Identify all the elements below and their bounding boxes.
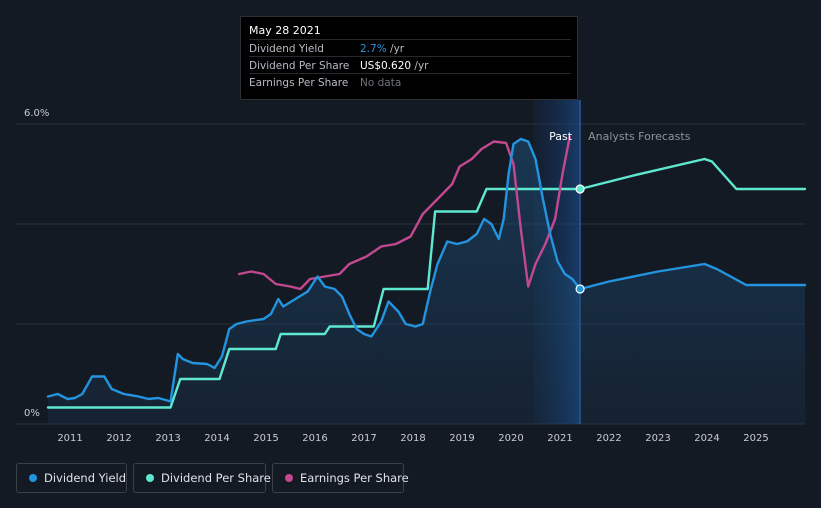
tooltip-label: Earnings Per Share [249, 77, 349, 89]
legend-label: Dividend Per Share [161, 471, 271, 485]
legend-label: Earnings Per Share [300, 471, 409, 485]
tooltip-value-number: 2.7% [360, 43, 387, 55]
tooltip-label: Dividend Yield [249, 43, 324, 55]
forecast-region-label: Analysts Forecasts [588, 130, 691, 143]
x-tick-label: 2014 [204, 433, 229, 444]
legend-dot-icon [146, 474, 154, 482]
x-tick-label: 2012 [106, 433, 131, 444]
tooltip-value-unit: /yr [386, 43, 405, 55]
y-tick-label: 0% [24, 408, 40, 419]
earnings-per-share-line [237, 135, 571, 291]
tooltip-value-number: US$0.620 [360, 60, 412, 72]
x-tick-label: 2013 [155, 433, 180, 444]
x-tick-label: 2016 [302, 433, 327, 444]
dividend-yield-area [48, 139, 805, 424]
tooltip-row-dividend-per-share: Dividend Per Share US$0.620 /yr [249, 56, 571, 74]
x-tick-label: 2024 [694, 433, 719, 444]
y-tick-label: 6.0% [24, 108, 49, 119]
tooltip-date: May 28 2021 [249, 24, 321, 37]
past-region-label: Past [549, 130, 573, 143]
tooltip-value-unit: /yr [411, 60, 429, 72]
tooltip-value-number: No data [360, 77, 402, 89]
legend-label: Dividend Yield [44, 471, 127, 485]
dividend-per-share-marker [575, 184, 585, 194]
tooltip-value: No data [360, 77, 401, 89]
x-tick-label: 2019 [449, 433, 474, 444]
x-tick-label: 2022 [596, 433, 621, 444]
tooltip-row-dividend-yield: Dividend Yield 2.7% /yr [249, 39, 571, 57]
legend-dividend-yield[interactable]: Dividend Yield [16, 463, 127, 493]
legend-dot-icon [285, 474, 293, 482]
legend-earnings-per-share[interactable]: Earnings Per Share [272, 463, 409, 493]
tooltip-label: Dividend Per Share [249, 60, 350, 72]
tooltip-value: 2.7% /yr [360, 43, 404, 55]
x-tick-label: 2015 [253, 433, 278, 444]
tooltip-row-earnings-per-share: Earnings Per Share No data [249, 73, 571, 91]
dividend-per-share-line [46, 157, 807, 409]
legend-dividend-per-share[interactable]: Dividend Per Share [133, 463, 271, 493]
x-tick-label: 2017 [351, 433, 376, 444]
dividend-yield-marker [575, 284, 585, 294]
x-tick-label: 2025 [743, 433, 768, 444]
x-tick-label: 2021 [547, 433, 572, 444]
x-tick-label: 2020 [498, 433, 523, 444]
dividend-yield-line [46, 137, 807, 403]
legend-dot-icon [29, 474, 37, 482]
x-tick-label: 2011 [57, 433, 82, 444]
tooltip-value: US$0.620 /yr [360, 60, 429, 72]
x-tick-label: 2018 [400, 433, 425, 444]
hover-tooltip: May 28 2021 Dividend Yield 2.7% /yr Divi… [240, 16, 578, 100]
x-tick-label: 2023 [645, 433, 670, 444]
